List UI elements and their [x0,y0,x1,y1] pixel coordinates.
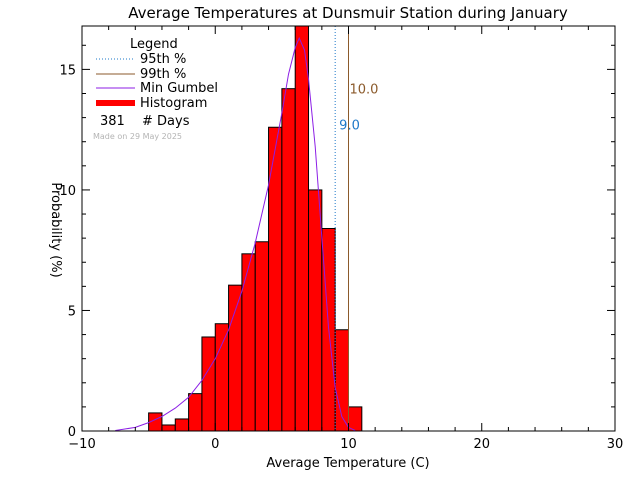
y-axis-label: Probability (%) [48,182,63,277]
histogram-bar [281,88,296,431]
y-tick-label: 5 [68,304,76,319]
histogram-bar [188,393,203,431]
histogram-bar [214,323,230,431]
x-tick-label: 20 [473,437,490,452]
histogram-bar [254,241,270,431]
legend-title: Legend [130,37,178,52]
plot-area: 9.0 10.0 [115,26,379,431]
made-on-note: Made on 29 May 2025 [93,132,182,141]
days-label: # Days [142,114,190,129]
legend-label: 99th % [140,67,186,82]
histogram-bar [228,284,243,431]
histogram-bar [241,253,256,431]
p99-label: 10.0 [350,83,379,98]
histogram-bar [201,336,216,431]
y-tick-label: 0 [68,425,76,440]
legend: Legend 381 # Days Made on 29 May 2025 95… [93,37,218,141]
histogram-bar [161,424,176,431]
x-axis-label: Average Temperature (C) [266,456,429,471]
legend-label: 95th % [140,52,186,67]
chart-title: Average Temperatures at Dunsmuir Station… [128,4,568,22]
gumbel-curve [115,36,356,431]
histogram-bar [308,189,323,431]
y-tick-label: 10 [59,184,76,199]
histogram-bar [348,406,363,431]
y-tick-label: 15 [59,63,76,78]
histogram-bar [294,26,310,431]
x-tick-label: 30 [607,437,624,452]
legend-label: Min Gumbel [140,81,218,96]
x-tick-label: −10 [68,437,95,452]
days-count: 381 [100,114,125,129]
legend-label: Histogram [140,96,207,111]
x-tick-label: 0 [211,437,219,452]
p95-label: 9.0 [339,119,360,134]
x-tick-label: 10 [340,437,357,452]
histogram-bar [174,418,190,431]
histogram-bar [148,412,163,431]
